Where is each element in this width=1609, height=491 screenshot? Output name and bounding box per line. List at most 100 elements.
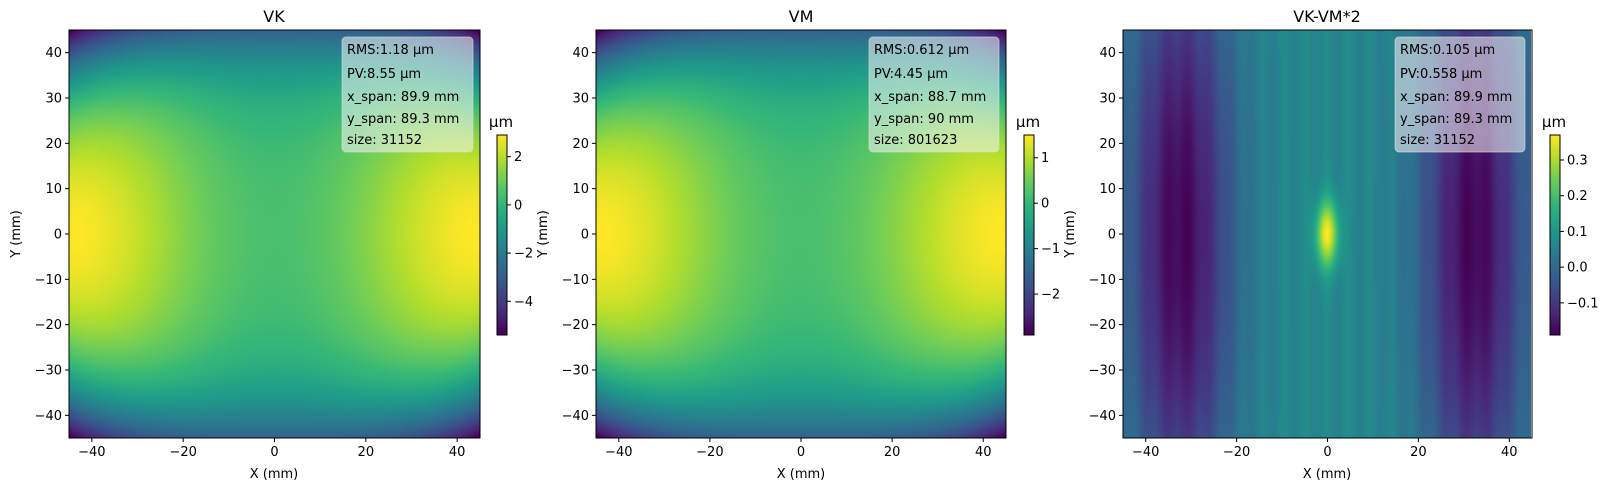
y-tick-label: −30 <box>1089 364 1116 379</box>
colorbar-ticks: 1 0 −1 −2 <box>1034 151 1060 303</box>
y-axis-label: Y (mm) <box>1063 210 1078 259</box>
y-tick-label: −10 <box>1089 273 1116 288</box>
y-ticks: 40 30 20 10 0 −10 −20 −30 −40 <box>35 46 69 424</box>
annotation-box: RMS:0.612 μm PV:4.45 μm x_span: 88.7 mm … <box>868 36 1000 153</box>
y-tick-label: −10 <box>35 273 62 288</box>
y-tick-label: 20 <box>1099 137 1116 152</box>
colorbar-ticks: 2 0 −2 −4 <box>507 150 533 310</box>
annotation-size: size: 31152 <box>1400 133 1475 148</box>
x-tick-label: −20 <box>696 445 723 460</box>
y-tick-label: 10 <box>45 182 62 197</box>
y-tick-label: 0 <box>54 228 62 243</box>
y-tick-label: 30 <box>45 92 62 107</box>
annotation-pv: PV:8.55 μm <box>347 67 421 82</box>
annotation-size: size: 801623 <box>874 133 957 148</box>
y-tick-label: 10 <box>1099 182 1116 197</box>
y-tick-label: −40 <box>562 409 589 424</box>
colorbar-label: μm <box>1542 113 1566 131</box>
y-tick-label: 20 <box>572 137 589 152</box>
colorbar-gradient <box>1023 134 1035 336</box>
y-tick-label: −20 <box>1089 318 1116 333</box>
y-ticks: 40 30 20 10 0 −10 −20 −30 −40 <box>562 46 596 424</box>
colorbar: μm 2 0 −2 −4 <box>489 113 533 336</box>
y-tick-label: 20 <box>45 137 62 152</box>
annotation-rms: RMS:0.105 μm <box>1400 43 1495 58</box>
colorbar-tick-label: 2 <box>514 150 522 165</box>
y-tick-label: −20 <box>562 318 589 333</box>
panel-title: VK-VM*2 <box>1293 7 1361 26</box>
annotation-pv: PV:4.45 μm <box>874 67 948 82</box>
colorbar-tick-label: −2 <box>1041 288 1060 303</box>
annotation-x-span: x_span: 89.9 mm <box>347 90 459 105</box>
colorbar: μm 0.3 0.2 0.1 0.0 −0.1 <box>1542 113 1599 336</box>
y-tick-label: −30 <box>562 364 589 379</box>
colorbar-tick-label: 0.0 <box>1567 261 1588 276</box>
y-tick-label: 30 <box>572 92 589 107</box>
colorbar-tick-label: −4 <box>514 295 533 310</box>
x-tick-label: 20 <box>884 445 901 460</box>
colorbar: μm 1 0 −1 −2 <box>1016 113 1060 336</box>
x-axis-label: X (mm) <box>250 467 299 482</box>
x-ticks: −40 −20 0 20 40 <box>78 438 465 460</box>
annotation-pv: PV:0.558 μm <box>1400 67 1482 82</box>
y-ticks: 40 30 20 10 0 −10 −20 −30 −40 <box>1089 46 1123 424</box>
x-tick-label: −20 <box>169 445 196 460</box>
colorbar-tick-label: 0.3 <box>1567 154 1588 169</box>
annotation-y-span: y_span: 89.3 mm <box>1400 112 1512 127</box>
y-tick-label: −30 <box>35 364 62 379</box>
panel-vk: VK RMS:1.18 μm PV:8.55 μm x_span: 89.9 m… <box>9 7 533 482</box>
y-tick-label: −40 <box>1089 409 1116 424</box>
x-tick-label: 40 <box>449 445 466 460</box>
colorbar-label: μm <box>1016 113 1040 131</box>
colorbar-tick-label: −1 <box>1041 242 1060 257</box>
colorbar-label: μm <box>489 113 513 131</box>
panel-title: VM <box>789 7 814 26</box>
x-tick-label: 0 <box>1323 445 1331 460</box>
y-tick-label: 40 <box>1099 46 1116 61</box>
colorbar-tick-label: 0 <box>1041 197 1049 212</box>
y-tick-label: 40 <box>572 46 589 61</box>
x-tick-label: 0 <box>797 445 805 460</box>
colorbar-gradient <box>496 134 508 336</box>
y-tick-label: 30 <box>1099 92 1116 107</box>
colorbar-tick-label: −2 <box>514 247 533 262</box>
y-axis-label: Y (mm) <box>536 210 551 259</box>
panel-vm: VM RMS:0.612 μm PV:4.45 μm x_span: 88.7 … <box>536 7 1060 482</box>
annotation-x-span: x_span: 89.9 mm <box>1400 90 1512 105</box>
x-tick-label: −40 <box>1132 445 1159 460</box>
annotation-box: RMS:0.105 μm PV:0.558 μm x_span: 89.9 mm… <box>1394 36 1526 153</box>
colorbar-ticks: 0.3 0.2 0.1 0.0 −0.1 <box>1560 154 1599 311</box>
colorbar-tick-label: 1 <box>1041 151 1049 166</box>
y-tick-label: 0 <box>1108 228 1116 243</box>
y-tick-label: 10 <box>572 182 589 197</box>
y-tick-label: −20 <box>35 318 62 333</box>
annotation-rms: RMS:0.612 μm <box>874 43 969 58</box>
x-tick-label: −40 <box>78 445 105 460</box>
annotation-size: size: 31152 <box>347 133 422 148</box>
colorbar-gradient <box>1549 134 1561 336</box>
y-axis-label: Y (mm) <box>9 210 24 259</box>
annotation-y-span: y_span: 90 mm <box>874 112 974 127</box>
x-ticks: −40 −20 0 20 40 <box>605 438 991 460</box>
x-axis-label: X (mm) <box>777 467 826 482</box>
x-tick-label: 0 <box>270 445 278 460</box>
y-tick-label: −10 <box>562 273 589 288</box>
y-tick-label: 40 <box>45 46 62 61</box>
annotation-x-span: x_span: 88.7 mm <box>874 90 986 105</box>
annotation-y-span: y_span: 89.3 mm <box>347 112 459 127</box>
x-tick-label: −40 <box>605 445 632 460</box>
x-tick-label: −20 <box>1223 445 1250 460</box>
annotation-box: RMS:1.18 μm PV:8.55 μm x_span: 89.9 mm y… <box>341 36 474 153</box>
annotation-rms: RMS:1.18 μm <box>347 43 434 58</box>
panel-title: VK <box>263 7 285 26</box>
colorbar-tick-label: 0.1 <box>1567 225 1588 240</box>
x-tick-label: 40 <box>975 445 992 460</box>
panel-vk-vm2: VK-VM*2 RMS:0.105 μm PV:0.558 μm x_span:… <box>1063 7 1599 482</box>
colorbar-tick-label: 0 <box>514 198 522 213</box>
colorbar-tick-label: −0.1 <box>1567 296 1599 311</box>
x-tick-label: 20 <box>358 445 375 460</box>
x-tick-label: 40 <box>1501 445 1518 460</box>
y-tick-label: −40 <box>35 409 62 424</box>
y-tick-label: 0 <box>581 228 589 243</box>
